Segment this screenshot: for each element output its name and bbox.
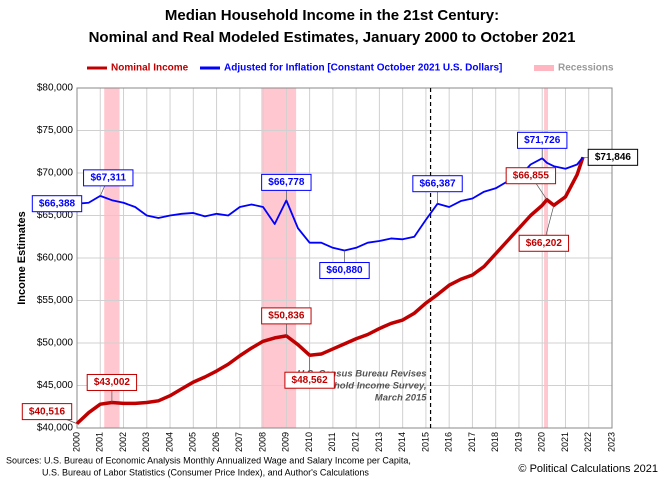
x-tick-label: 2006 (211, 432, 221, 452)
legend-label: Nominal Income (111, 63, 189, 74)
y-tick-label: $65,000 (37, 210, 74, 221)
label-box (261, 307, 312, 325)
chart-title: Median Household Income in the 21st Cent… (165, 7, 499, 24)
label-box (31, 195, 83, 213)
label-box (21, 403, 73, 421)
y-tick-label: $70,000 (37, 168, 74, 179)
x-tick-label: 2008 (257, 432, 267, 452)
value-label: $66,387 (419, 178, 456, 189)
legend-label: Adjusted for Inflation [Constant October… (224, 63, 502, 74)
y-tick-label: $75,000 (37, 125, 74, 136)
x-tick-label: 2007 (234, 432, 244, 452)
label-box (505, 167, 557, 185)
value-label: $66,388 (39, 198, 76, 209)
divider-note: U.S. Census Bureau Revises (297, 369, 426, 380)
value-label: $71,846 (595, 152, 632, 163)
x-tick-label: 2017 (467, 432, 477, 452)
label-box (83, 169, 134, 187)
y-tick-label: $50,000 (37, 338, 74, 349)
credit: © Political Calculations 2021 (518, 463, 658, 475)
x-tick-label: 2004 (164, 432, 174, 452)
x-tick-label: 2020 (537, 432, 547, 452)
x-tick-label: 2016 (444, 432, 454, 452)
y-tick-label: $55,000 (37, 295, 74, 306)
label-box (518, 234, 570, 252)
legend-swatch (534, 65, 554, 71)
label-box (587, 148, 639, 166)
x-tick-label: 2011 (327, 432, 337, 451)
label-box (86, 373, 138, 391)
x-tick-label: 2005 (188, 432, 198, 452)
value-label: $60,880 (326, 265, 363, 276)
divider-note: March 2015 (375, 393, 427, 404)
value-label: $66,202 (526, 238, 563, 249)
x-tick-label: 2019 (513, 432, 523, 452)
sources: Sources: U.S. Bureau of Economic Analysi… (6, 455, 411, 465)
y-tick-label: $40,000 (37, 423, 74, 434)
label-box (319, 262, 370, 280)
x-tick-label: 2012 (351, 432, 361, 452)
x-tick-label: 2013 (374, 432, 384, 452)
x-tick-label: 2009 (281, 432, 291, 452)
value-label: $43,002 (94, 377, 131, 388)
value-label: $66,778 (268, 177, 305, 188)
series-line (75, 156, 585, 425)
value-label: $50,836 (268, 311, 305, 322)
value-label: $66,855 (513, 170, 550, 181)
value-label: $48,562 (292, 375, 329, 386)
label-box (261, 173, 312, 191)
x-tick-label: 2018 (490, 432, 500, 452)
label-box (517, 131, 568, 149)
x-tick-label: 2022 (583, 432, 593, 452)
x-tick-label: 2002 (118, 432, 128, 452)
value-label: $67,311 (90, 172, 126, 183)
y-axis-label: Income Estimates (16, 211, 28, 305)
label-box (284, 371, 335, 389)
label-box (412, 175, 463, 193)
chart-title: Nominal and Real Modeled Estimates, Janu… (89, 29, 576, 46)
x-tick-label: 2003 (141, 432, 151, 452)
sources: U.S. Bureau of Labor Statistics (Consume… (42, 467, 369, 477)
x-tick-label: 2010 (304, 432, 314, 452)
y-tick-label: $80,000 (37, 83, 74, 94)
y-tick-label: $60,000 (37, 253, 74, 264)
divider-note: Household Income Survey, (305, 381, 427, 392)
plot-frame (76, 87, 613, 429)
value-label: $71,726 (524, 135, 561, 146)
x-tick-label: 2021 (560, 432, 570, 452)
legend-label: Recessions (558, 63, 614, 74)
value-label: $40,516 (29, 406, 66, 417)
x-tick-label: 2015 (420, 432, 430, 452)
y-tick-label: $45,000 (37, 380, 74, 391)
x-tick-label: 2023 (606, 432, 616, 452)
x-tick-label: 2000 (71, 432, 81, 452)
x-tick-label: 2001 (95, 432, 105, 452)
x-tick-label: 2014 (397, 432, 407, 452)
